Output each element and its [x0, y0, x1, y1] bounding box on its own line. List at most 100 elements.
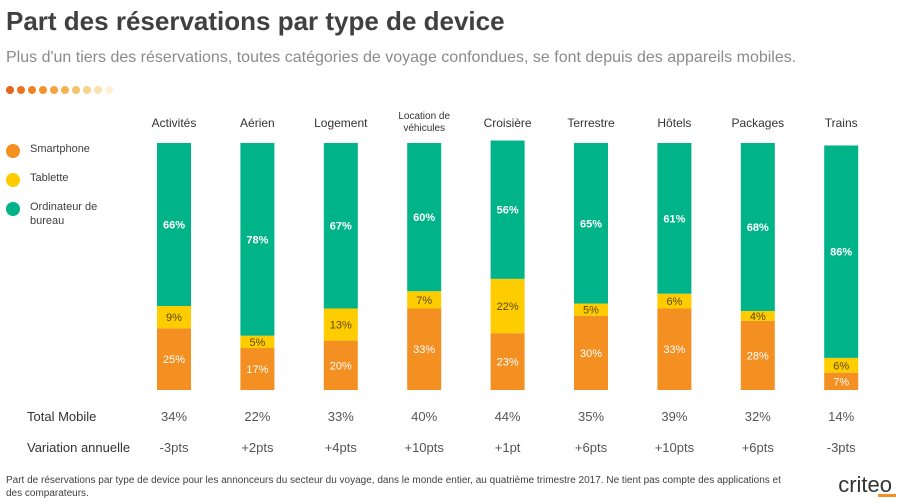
decor-dot [83, 86, 91, 94]
data-label: 61% [663, 213, 685, 225]
row-value: +4pts [325, 440, 358, 455]
row-value: 35% [578, 409, 604, 424]
bar-segment [574, 303, 608, 316]
row-value: 32% [745, 409, 771, 424]
stacked-bar-chart: Activités 25% 9% 66% 34% -3pts Aérien 17% 5% 78% 2… [27, 111, 859, 455]
bar-segment [407, 291, 442, 309]
decor-dot [94, 86, 102, 94]
bar-segment [240, 335, 275, 349]
row-value: 34% [161, 409, 187, 424]
legend-label-tablette: Tablette [30, 172, 69, 184]
data-label: 22% [497, 301, 519, 313]
data-label: 66% [163, 220, 185, 232]
row-value: 39% [661, 409, 687, 424]
bar-segment [407, 308, 442, 390]
bar-segment [657, 143, 692, 294]
data-label: 86% [830, 247, 852, 259]
bar-segment [824, 372, 859, 390]
category-label: Hôtels [657, 116, 691, 130]
data-label: 5% [249, 337, 265, 349]
row-value: 22% [244, 409, 270, 424]
row-value: +6pts [575, 440, 608, 455]
category-label: Aérien [240, 116, 275, 130]
bar-segment [657, 308, 692, 390]
legend-swatch-smartphone [6, 144, 20, 158]
data-label: 20% [330, 360, 352, 372]
decor-dot [39, 86, 47, 94]
data-label: 25% [163, 354, 185, 366]
decor-dot [50, 86, 58, 94]
decor-dot [17, 86, 25, 94]
bar-segment [240, 143, 275, 336]
data-label: 65% [580, 218, 602, 230]
chart-subtitle: Plus d'un tiers des réservations, toutes… [6, 49, 797, 66]
data-label: 68% [747, 222, 769, 234]
decorative-dots [6, 86, 113, 94]
row-value: +10pts [655, 440, 695, 455]
row-value: +6pts [742, 440, 775, 455]
bar-segment [574, 143, 608, 304]
bar-segment [740, 143, 775, 311]
category-label: Trains [825, 116, 858, 130]
bar-segment [240, 348, 275, 390]
bar-segment [824, 145, 859, 358]
data-label: 78% [246, 234, 268, 246]
row-value: +1pt [495, 440, 521, 455]
legend-label-ordinateur: Ordinateur de bureau [30, 201, 98, 227]
data-label: 23% [497, 357, 519, 369]
bar-segment [490, 278, 525, 334]
footnote: Part de réservations par type de device … [6, 475, 781, 499]
bar-segment [657, 293, 692, 309]
decor-dot [6, 86, 14, 94]
data-label: 30% [580, 348, 602, 360]
bar-segment [323, 308, 358, 341]
category-label: Activités [152, 116, 197, 130]
row-value: 44% [495, 409, 521, 424]
data-label: 9% [166, 312, 182, 324]
bar-segment [824, 357, 859, 373]
row-label: Variation annuelle [27, 440, 130, 455]
category-label: Logement [314, 116, 368, 130]
legend-swatch-ordinateur [6, 202, 20, 216]
legend-label-smartphone: Smartphone [30, 143, 90, 155]
data-label: 67% [330, 221, 352, 233]
category-label: Location de véhicules [398, 111, 450, 134]
category-label: Packages [731, 116, 784, 130]
bar-segment [323, 340, 358, 390]
data-label: 6% [833, 360, 849, 372]
decor-dot [28, 86, 36, 94]
legend-item-ordinateur: Ordinateur de bureau [6, 200, 120, 228]
data-label: 33% [663, 344, 685, 356]
logo-accent [878, 494, 896, 497]
data-label: 5% [583, 305, 599, 317]
data-label: 60% [413, 212, 435, 224]
bar-segment [740, 310, 775, 321]
legend-item-smartphone: Smartphone [6, 142, 120, 158]
row-value: 14% [828, 409, 854, 424]
bar-segment [407, 143, 442, 292]
criteo-logo: criteo [838, 472, 892, 497]
row-value: 40% [411, 409, 437, 424]
row-value: 33% [328, 409, 354, 424]
data-label: 17% [246, 364, 268, 376]
data-label: 4% [750, 311, 766, 323]
decor-dot [105, 86, 113, 94]
bar-segment [157, 306, 191, 329]
row-value: +2pts [241, 440, 274, 455]
bar-segment [740, 320, 775, 390]
row-value: -3pts [160, 440, 189, 455]
bar-segment [490, 333, 525, 390]
data-label: 33% [413, 344, 435, 356]
data-label: 7% [416, 295, 432, 307]
data-label: 13% [330, 320, 352, 332]
bar-segment [157, 328, 191, 390]
data-label: 56% [497, 205, 519, 217]
bar-segment [157, 143, 191, 307]
chart-title: Part des réservations par type de device [6, 6, 505, 36]
bar-segment [323, 143, 358, 309]
bar-segment [490, 140, 525, 279]
decor-dot [72, 86, 80, 94]
row-value: +10pts [404, 440, 444, 455]
category-label: Terrestre [567, 116, 615, 130]
data-label: 7% [833, 376, 849, 388]
